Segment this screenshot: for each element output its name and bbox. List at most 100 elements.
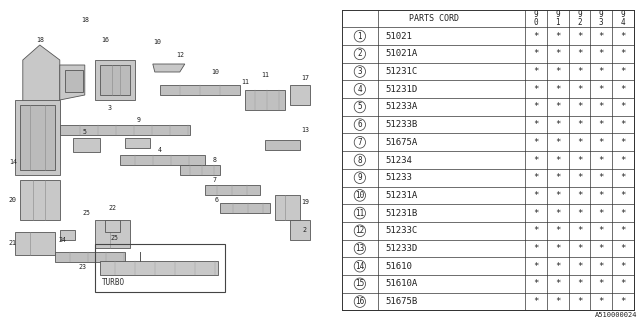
Text: *: * [533, 32, 539, 41]
Text: 1: 1 [358, 32, 362, 41]
Text: 51675B: 51675B [385, 297, 418, 306]
Text: *: * [555, 156, 561, 164]
Text: *: * [598, 120, 604, 129]
Text: *: * [533, 262, 539, 271]
Polygon shape [20, 105, 55, 170]
Polygon shape [23, 105, 60, 175]
Polygon shape [73, 138, 100, 152]
Text: 3: 3 [108, 105, 112, 111]
Polygon shape [100, 65, 130, 95]
Text: 51233A: 51233A [385, 102, 418, 111]
Text: *: * [620, 67, 626, 76]
Text: *: * [598, 226, 604, 235]
Text: *: * [555, 279, 561, 288]
Text: 9
1: 9 1 [556, 10, 560, 27]
Text: 20: 20 [9, 197, 17, 203]
Text: 19: 19 [301, 199, 309, 205]
Text: 10: 10 [211, 69, 219, 75]
Text: 51231C: 51231C [385, 67, 418, 76]
Text: *: * [620, 102, 626, 111]
Polygon shape [100, 261, 218, 275]
Text: 8: 8 [358, 156, 362, 164]
Polygon shape [60, 65, 85, 100]
Text: *: * [555, 191, 561, 200]
Text: 51233: 51233 [385, 173, 412, 182]
Text: 16: 16 [355, 297, 365, 306]
Polygon shape [60, 125, 190, 135]
Polygon shape [160, 85, 240, 95]
Text: *: * [555, 209, 561, 218]
Text: 14: 14 [9, 159, 17, 165]
Text: *: * [620, 120, 626, 129]
Text: *: * [555, 297, 561, 306]
Text: *: * [555, 32, 561, 41]
Text: 9
4: 9 4 [621, 10, 625, 27]
Text: 51231D: 51231D [385, 85, 418, 94]
Text: *: * [598, 67, 604, 76]
Text: *: * [555, 173, 561, 182]
Text: *: * [533, 279, 539, 288]
Text: 22: 22 [109, 205, 117, 211]
Text: *: * [577, 226, 582, 235]
Text: 14: 14 [355, 262, 365, 271]
Text: *: * [533, 191, 539, 200]
Text: *: * [577, 297, 582, 306]
Text: 51233B: 51233B [385, 120, 418, 129]
Text: *: * [555, 120, 561, 129]
Text: *: * [598, 156, 604, 164]
Text: *: * [620, 49, 626, 58]
Text: PARTS CORD: PARTS CORD [408, 14, 459, 23]
Text: *: * [577, 191, 582, 200]
Text: *: * [577, 32, 582, 41]
Text: 5: 5 [358, 102, 362, 111]
Text: 7: 7 [213, 177, 217, 183]
Text: 21: 21 [9, 240, 17, 246]
Polygon shape [205, 185, 260, 195]
Text: *: * [533, 49, 539, 58]
Text: 10: 10 [355, 191, 365, 200]
Text: *: * [598, 85, 604, 94]
Text: *: * [555, 226, 561, 235]
Text: *: * [598, 32, 604, 41]
Text: *: * [620, 209, 626, 218]
Text: *: * [555, 67, 561, 76]
Text: *: * [620, 173, 626, 182]
Text: *: * [577, 279, 582, 288]
Polygon shape [95, 60, 135, 100]
Text: *: * [533, 226, 539, 235]
Polygon shape [20, 180, 60, 220]
Text: 51231A: 51231A [385, 191, 418, 200]
Text: 13: 13 [301, 127, 309, 133]
Text: *: * [555, 49, 561, 58]
Text: 16: 16 [101, 37, 109, 43]
Text: 18: 18 [81, 17, 89, 23]
Text: A510000024: A510000024 [595, 312, 637, 318]
Text: *: * [555, 85, 561, 94]
Text: 3: 3 [358, 67, 362, 76]
Polygon shape [220, 203, 270, 213]
Text: *: * [620, 262, 626, 271]
Polygon shape [290, 85, 310, 105]
Text: *: * [577, 244, 582, 253]
Text: 51234: 51234 [385, 156, 412, 164]
Text: *: * [533, 102, 539, 111]
Text: 51021A: 51021A [385, 49, 418, 58]
Text: 5: 5 [83, 129, 87, 135]
Text: *: * [577, 138, 582, 147]
Text: TURBO: TURBO [102, 278, 125, 287]
Text: *: * [598, 209, 604, 218]
Text: 10: 10 [153, 39, 161, 45]
Polygon shape [180, 165, 220, 175]
Text: *: * [598, 138, 604, 147]
Text: *: * [555, 262, 561, 271]
Text: *: * [620, 244, 626, 253]
Text: *: * [577, 67, 582, 76]
Text: *: * [598, 279, 604, 288]
Polygon shape [125, 138, 150, 148]
Text: *: * [620, 156, 626, 164]
Text: *: * [533, 67, 539, 76]
Text: *: * [533, 209, 539, 218]
Text: 12: 12 [355, 226, 365, 235]
Text: 51233C: 51233C [385, 226, 418, 235]
Text: 4: 4 [158, 147, 162, 153]
